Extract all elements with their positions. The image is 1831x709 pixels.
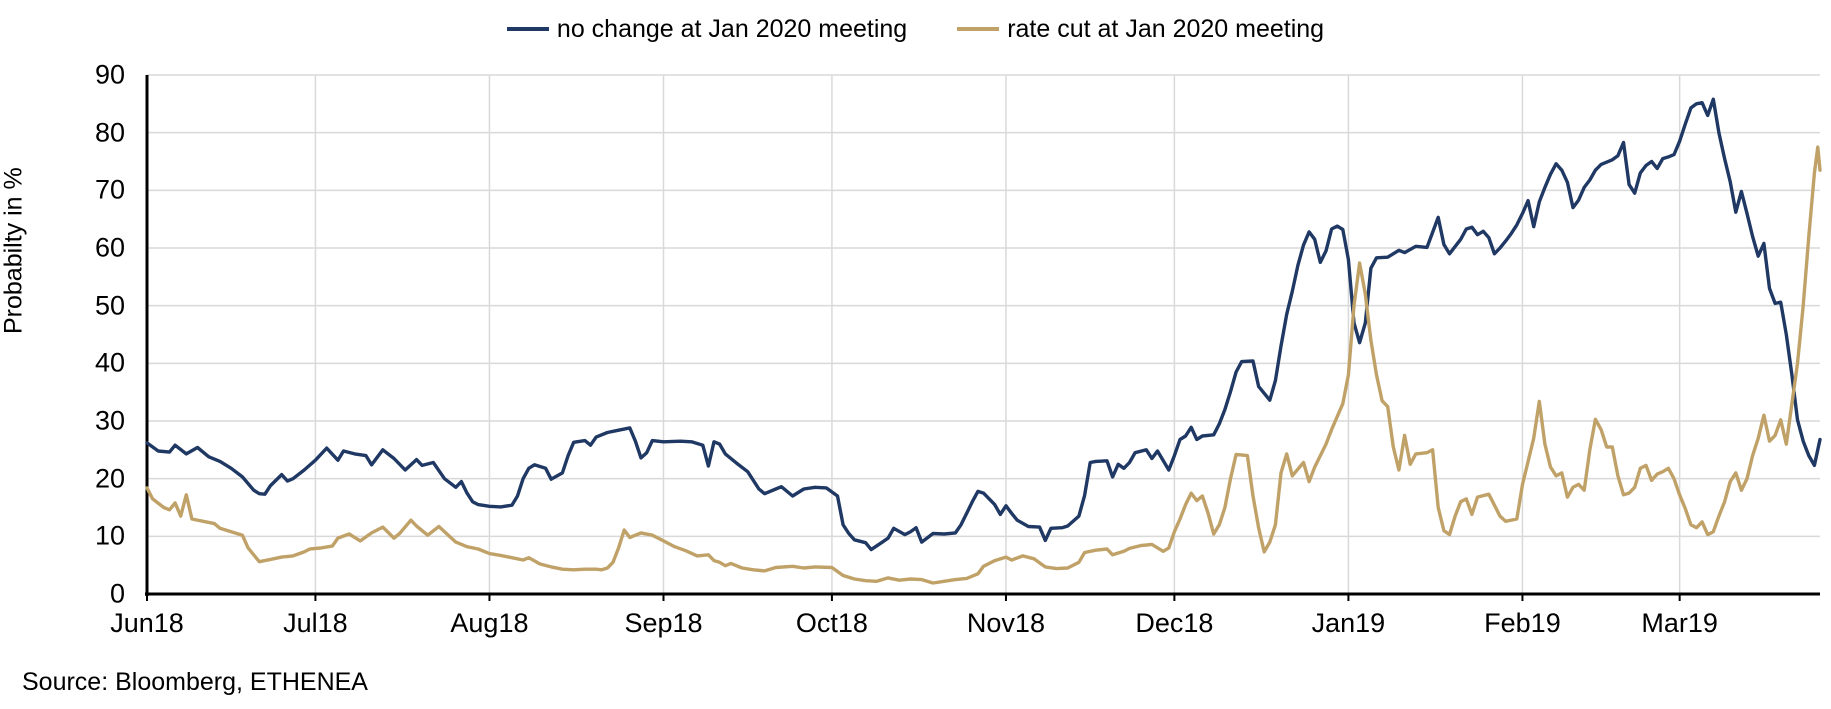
- source-text: Source: Bloomberg, ETHENEA: [22, 668, 368, 696]
- legend-label-rate-cut: rate cut at Jan 2020 meeting: [1007, 15, 1325, 43]
- y-tick-label: 90: [94, 59, 125, 90]
- x-tick-label: Jan19: [1311, 608, 1386, 638]
- y-tick-label: 50: [94, 290, 125, 321]
- x-tick-label: Aug18: [450, 608, 529, 638]
- y-tick-label: 30: [94, 405, 125, 436]
- x-tick-label: Oct18: [795, 608, 868, 638]
- x-tick-label: Jul18: [283, 608, 348, 638]
- x-tick-label: Feb19: [1484, 608, 1561, 638]
- y-tick-label: 10: [94, 520, 125, 551]
- legend-swatch-no-change: [506, 27, 549, 31]
- y-tick-label: 0: [109, 578, 125, 609]
- series-line-no-change-at-jan-2020-meeting: [145, 97, 1822, 552]
- x-tick-label: Dec18: [1135, 608, 1214, 638]
- y-tick-label: 80: [94, 117, 125, 148]
- legend-item-no-change: no change at Jan 2020 meeting: [506, 14, 908, 44]
- legend-label-no-change: no change at Jan 2020 meeting: [556, 15, 908, 43]
- y-tick-label: 40: [94, 347, 125, 378]
- x-tick-label: Jun18: [110, 608, 184, 638]
- series-line-rate-cut-at-jan-2020-meeting: [145, 145, 1822, 585]
- legend-item-rate-cut: rate cut at Jan 2020 meeting: [957, 14, 1324, 44]
- x-tick-label: Mar19: [1641, 608, 1718, 638]
- legend-swatch-rate-cut: [957, 27, 1000, 31]
- x-tick-label: Nov18: [966, 608, 1045, 638]
- x-tick-label: Sep18: [624, 608, 703, 638]
- y-tick-label: 60: [94, 232, 125, 263]
- legend: no change at Jan 2020 meeting rate cut a…: [0, 14, 1831, 44]
- y-tick-label: 70: [94, 174, 125, 205]
- y-tick-label: 20: [94, 463, 125, 494]
